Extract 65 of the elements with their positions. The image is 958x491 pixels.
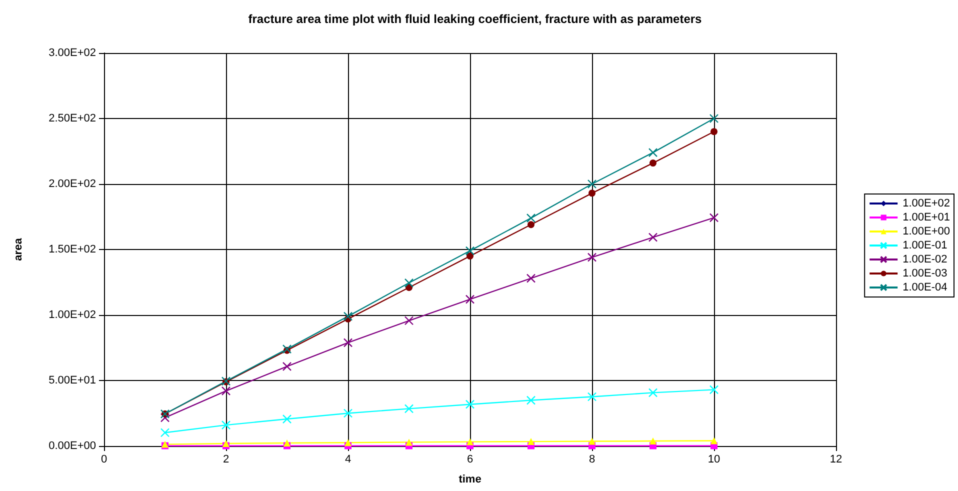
point xyxy=(404,316,414,326)
point xyxy=(526,396,536,405)
y-tick-label: 5.00E+01 xyxy=(48,374,96,386)
point xyxy=(648,388,658,398)
point xyxy=(465,400,475,409)
x-axis-title: time xyxy=(458,474,482,486)
point xyxy=(404,278,414,288)
point xyxy=(710,128,718,136)
legend-label: 1.00E+00 xyxy=(902,226,950,238)
point xyxy=(528,438,534,446)
point xyxy=(221,386,231,396)
point xyxy=(282,414,292,424)
point xyxy=(648,232,658,242)
y-tick-label: 0.00E+00 xyxy=(48,440,96,452)
y-tick-label: 1.50E+02 xyxy=(48,244,96,256)
point xyxy=(343,408,353,418)
point xyxy=(587,392,597,402)
point xyxy=(160,413,170,422)
y-tick-label: 3.00E+02 xyxy=(48,47,96,59)
point xyxy=(710,437,718,444)
point xyxy=(160,428,170,438)
point xyxy=(587,252,597,262)
legend-label: 1.00E+01 xyxy=(902,212,950,224)
chart-title: fracture area time plot with fluid leaking coefficient, fracture with as parameters xyxy=(248,12,702,26)
point xyxy=(709,114,719,124)
point xyxy=(528,221,534,228)
point xyxy=(343,338,353,348)
y-axis-title: area xyxy=(12,237,24,261)
point xyxy=(465,246,475,256)
point xyxy=(221,420,231,430)
point xyxy=(526,213,536,223)
x-tick-label: 10 xyxy=(708,454,720,466)
legend-label: 1.00E-04 xyxy=(902,282,948,294)
y-tick-label: 2.00E+02 xyxy=(48,178,96,190)
point xyxy=(404,404,414,414)
point xyxy=(709,385,719,394)
point xyxy=(650,160,656,167)
point xyxy=(648,148,658,158)
x-tick-label: 0 xyxy=(100,454,108,466)
point xyxy=(406,438,412,446)
point xyxy=(466,252,474,260)
point xyxy=(282,344,292,354)
x-tick-label: 12 xyxy=(830,454,842,466)
x-tick-label: 2 xyxy=(222,454,230,466)
point xyxy=(588,190,596,197)
point xyxy=(284,439,290,446)
x-tick-label: 8 xyxy=(588,454,596,466)
x-tick-label: 6 xyxy=(466,454,474,466)
point xyxy=(343,312,353,321)
legend-label: 1.00E-03 xyxy=(902,268,948,280)
y-tick-label: 2.50E+02 xyxy=(48,112,96,124)
point xyxy=(526,274,536,283)
point xyxy=(465,294,475,304)
legend-label: 1.00E-01 xyxy=(902,240,948,252)
point xyxy=(588,438,596,445)
y-tick-label: 1.00E+02 xyxy=(48,309,96,321)
point xyxy=(466,438,474,446)
point xyxy=(282,362,292,372)
point xyxy=(709,213,719,222)
point xyxy=(344,439,352,446)
point xyxy=(587,179,597,189)
legend-label: 1.00E+02 xyxy=(902,198,950,210)
x-tick-label: 4 xyxy=(344,454,352,466)
legend-label: 1.00E-02 xyxy=(902,254,948,266)
point xyxy=(650,438,656,445)
